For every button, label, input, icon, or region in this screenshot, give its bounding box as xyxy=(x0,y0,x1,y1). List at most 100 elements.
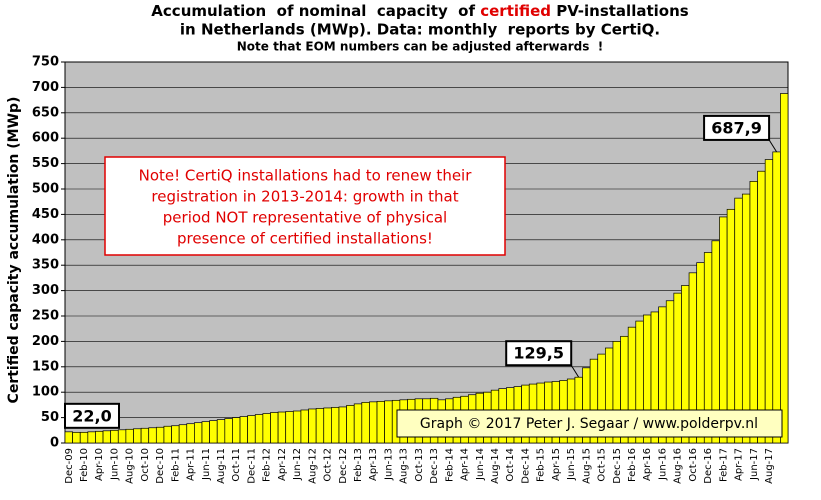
note-text: registration in 2013-2014: growth in tha… xyxy=(151,188,458,206)
bar xyxy=(102,430,112,444)
y-tick-label: 100 xyxy=(32,385,59,400)
x-tick-label: Dec-10 xyxy=(155,448,166,484)
x-tick-label: Feb-10 xyxy=(79,448,90,482)
bar xyxy=(780,93,789,444)
x-tick-label: Oct-12 xyxy=(323,448,334,482)
x-tick-label: Oct-11 xyxy=(231,448,242,482)
bar xyxy=(749,181,758,444)
x-tick-label: Jun-13 xyxy=(383,448,394,481)
bar xyxy=(726,208,736,444)
bar xyxy=(232,417,241,444)
x-tick-label: Apr-14 xyxy=(460,448,471,481)
x-tick-label: Jun-12 xyxy=(292,448,303,481)
bar xyxy=(216,419,226,444)
bar xyxy=(254,414,264,444)
bar xyxy=(757,170,766,444)
bar xyxy=(741,193,751,444)
bar xyxy=(117,429,127,444)
x-tick-label: Feb-16 xyxy=(627,448,638,482)
x-tick-label: Aug-15 xyxy=(581,448,592,484)
x-tick-label: Feb-15 xyxy=(536,448,547,482)
x-tick-label: Oct-15 xyxy=(597,448,608,482)
bar xyxy=(201,421,210,444)
x-tick-label: Apr-12 xyxy=(277,448,288,481)
x-tick-label: Feb-12 xyxy=(262,448,273,482)
y-tick-label: 350 xyxy=(32,258,59,273)
label-pointer xyxy=(768,139,778,153)
y-tick-label: 250 xyxy=(32,309,59,324)
bar xyxy=(353,403,363,444)
y-tick-label: 750 xyxy=(32,55,59,70)
x-tick-label: Dec-12 xyxy=(338,448,349,484)
chart-subtitle: Note that EOM numbers can be adjusted af… xyxy=(237,40,603,54)
bar xyxy=(209,420,218,444)
note-text: presence of certified installations! xyxy=(177,230,433,248)
x-tick-label: Oct-10 xyxy=(140,448,151,482)
bar xyxy=(72,431,81,444)
value-label-box xyxy=(505,340,573,367)
value-label: 129,5 xyxy=(513,344,564,363)
bar xyxy=(79,431,89,444)
note-text: period NOT representative of physical xyxy=(163,209,447,227)
x-tick-label: Dec-13 xyxy=(429,448,440,484)
bar xyxy=(369,401,378,444)
y-tick-label: 400 xyxy=(32,232,59,247)
bar xyxy=(194,422,203,444)
chart-title: Accumulation of nominal capacity of cert… xyxy=(151,2,688,20)
bar xyxy=(384,400,393,444)
chart-title-line2: in Netherlands (MWp). Data: monthly repo… xyxy=(180,21,660,39)
bar xyxy=(163,425,172,444)
bar xyxy=(239,416,249,444)
x-tick-label: Apr-16 xyxy=(642,448,653,481)
y-tick-label: 200 xyxy=(32,334,59,349)
bar xyxy=(292,410,302,444)
x-tick-label: Feb-11 xyxy=(170,448,181,482)
x-tick-label: Feb-14 xyxy=(444,448,455,482)
bar xyxy=(125,428,134,444)
note-text: Note! CertiQ installations had to renew … xyxy=(139,167,473,185)
bar xyxy=(178,424,188,444)
bar xyxy=(772,151,781,444)
x-tick-label: Jun-16 xyxy=(657,448,668,481)
bar xyxy=(277,411,287,444)
bar xyxy=(133,428,142,444)
bar xyxy=(346,405,355,444)
bar xyxy=(171,425,180,444)
y-tick-label: 450 xyxy=(32,207,59,222)
value-label: 22,0 xyxy=(72,406,111,425)
bar xyxy=(140,427,150,444)
bar xyxy=(64,431,73,444)
y-tick-label: 650 xyxy=(32,105,59,120)
note-box xyxy=(104,156,506,256)
bar xyxy=(95,430,104,444)
x-tick-label: Dec-14 xyxy=(520,448,531,484)
bar xyxy=(719,216,728,444)
bar xyxy=(376,400,385,444)
credit: Graph © 2017 Peter J. Segaar / www.polde… xyxy=(420,416,758,432)
x-tick-label: Aug-14 xyxy=(490,448,501,484)
x-tick-label: Oct-13 xyxy=(414,448,425,482)
bar xyxy=(300,409,309,444)
y-tick-label: 700 xyxy=(32,80,59,95)
value-label: 687,9 xyxy=(711,118,762,137)
y-tick-label: 550 xyxy=(32,156,59,171)
x-tick-label: Dec-16 xyxy=(703,448,714,484)
bar xyxy=(331,407,340,444)
y-tick-label: 50 xyxy=(41,410,59,425)
y-tick-label: 0 xyxy=(50,436,59,451)
bar xyxy=(155,426,165,444)
y-tick-label: 500 xyxy=(32,182,59,197)
x-tick-label: Jun-15 xyxy=(566,448,577,481)
bar xyxy=(734,197,743,444)
x-tick-label: Oct-16 xyxy=(688,448,699,482)
x-tick-label: Aug-10 xyxy=(125,448,136,484)
x-tick-label: Aug-16 xyxy=(673,448,684,484)
x-tick-label: Jun-14 xyxy=(475,448,486,481)
bar xyxy=(361,402,370,444)
credit-box xyxy=(396,409,783,438)
bar xyxy=(148,427,157,444)
bar xyxy=(285,411,294,444)
bar xyxy=(315,408,325,444)
x-tick-label: Oct-14 xyxy=(505,448,516,482)
x-tick-label: Apr-13 xyxy=(368,448,379,481)
